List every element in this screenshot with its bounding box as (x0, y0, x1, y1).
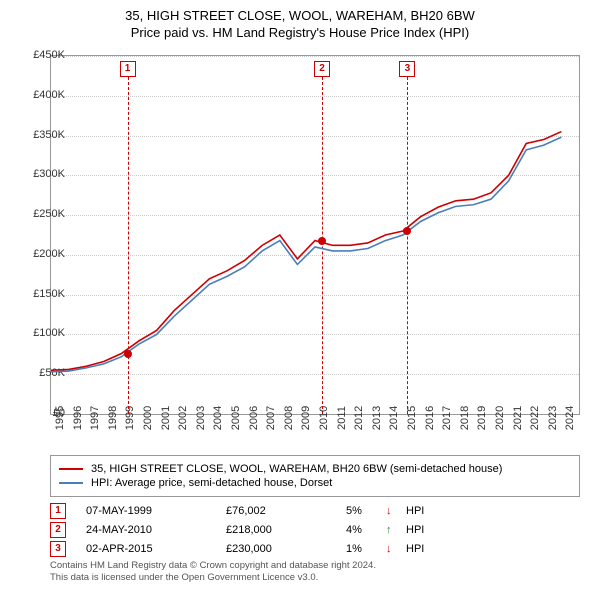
legend-row-property: 35, HIGH STREET CLOSE, WOOL, WAREHAM, BH… (59, 463, 571, 475)
attribution: Contains HM Land Registry data © Crown c… (50, 560, 580, 585)
marker-dot-2 (318, 237, 326, 245)
chart-plot-area: 1 2 3 (50, 55, 580, 415)
legend-swatch-property (59, 468, 83, 470)
sales-pct: 1% (346, 543, 386, 555)
legend-label-property: 35, HIGH STREET CLOSE, WOOL, WAREHAM, BH… (91, 463, 502, 475)
marker-dot-1 (124, 350, 132, 358)
sales-pct: 4% (346, 524, 386, 536)
sales-row: 1 07-MAY-1999£76,0025%↓HPI (50, 503, 580, 519)
legend-label-hpi: HPI: Average price, semi-detached house,… (91, 477, 332, 489)
sales-arrow-icon: ↓ (386, 505, 406, 517)
marker-box-1: 1 (120, 61, 136, 77)
chart-lines-svg (51, 56, 579, 414)
series-line-property (51, 132, 561, 371)
sales-date: 24-MAY-2010 (86, 524, 226, 536)
sales-arrow-icon: ↓ (386, 543, 406, 555)
sales-row: 3 02-APR-2015£230,0001%↓HPI (50, 541, 580, 557)
marker-box-2: 2 (314, 61, 330, 77)
series-line-hpi (51, 137, 561, 372)
legend-row-hpi: HPI: Average price, semi-detached house,… (59, 477, 571, 489)
sales-pct: 5% (346, 505, 386, 517)
sales-price: £218,000 (226, 524, 346, 536)
sales-arrow-icon: ↑ (386, 524, 406, 536)
marker-box-3: 3 (399, 61, 415, 77)
sales-row: 2 24-MAY-2010£218,0004%↑HPI (50, 522, 580, 538)
chart-title: 35, HIGH STREET CLOSE, WOOL, WAREHAM, BH… (0, 0, 600, 42)
attribution-line-1: Contains HM Land Registry data © Crown c… (50, 560, 580, 572)
sales-table: 107-MAY-1999£76,0025%↓HPI224-MAY-2010£21… (50, 500, 580, 560)
sales-marker-box: 2 (50, 522, 66, 538)
chart-legend: 35, HIGH STREET CLOSE, WOOL, WAREHAM, BH… (50, 455, 580, 497)
sales-hpi-label: HPI (406, 505, 446, 517)
sales-marker-box: 1 (50, 503, 66, 519)
sales-date: 07-MAY-1999 (86, 505, 226, 517)
attribution-line-2: This data is licensed under the Open Gov… (50, 572, 580, 584)
sales-marker-box: 3 (50, 541, 66, 557)
sales-hpi-label: HPI (406, 524, 446, 536)
title-line-2: Price paid vs. HM Land Registry's House … (0, 25, 600, 42)
marker-dot-3 (403, 227, 411, 235)
sales-date: 02-APR-2015 (86, 543, 226, 555)
legend-swatch-hpi (59, 482, 83, 484)
sales-price: £230,000 (226, 543, 346, 555)
sales-hpi-label: HPI (406, 543, 446, 555)
title-line-1: 35, HIGH STREET CLOSE, WOOL, WAREHAM, BH… (0, 8, 600, 25)
sales-price: £76,002 (226, 505, 346, 517)
